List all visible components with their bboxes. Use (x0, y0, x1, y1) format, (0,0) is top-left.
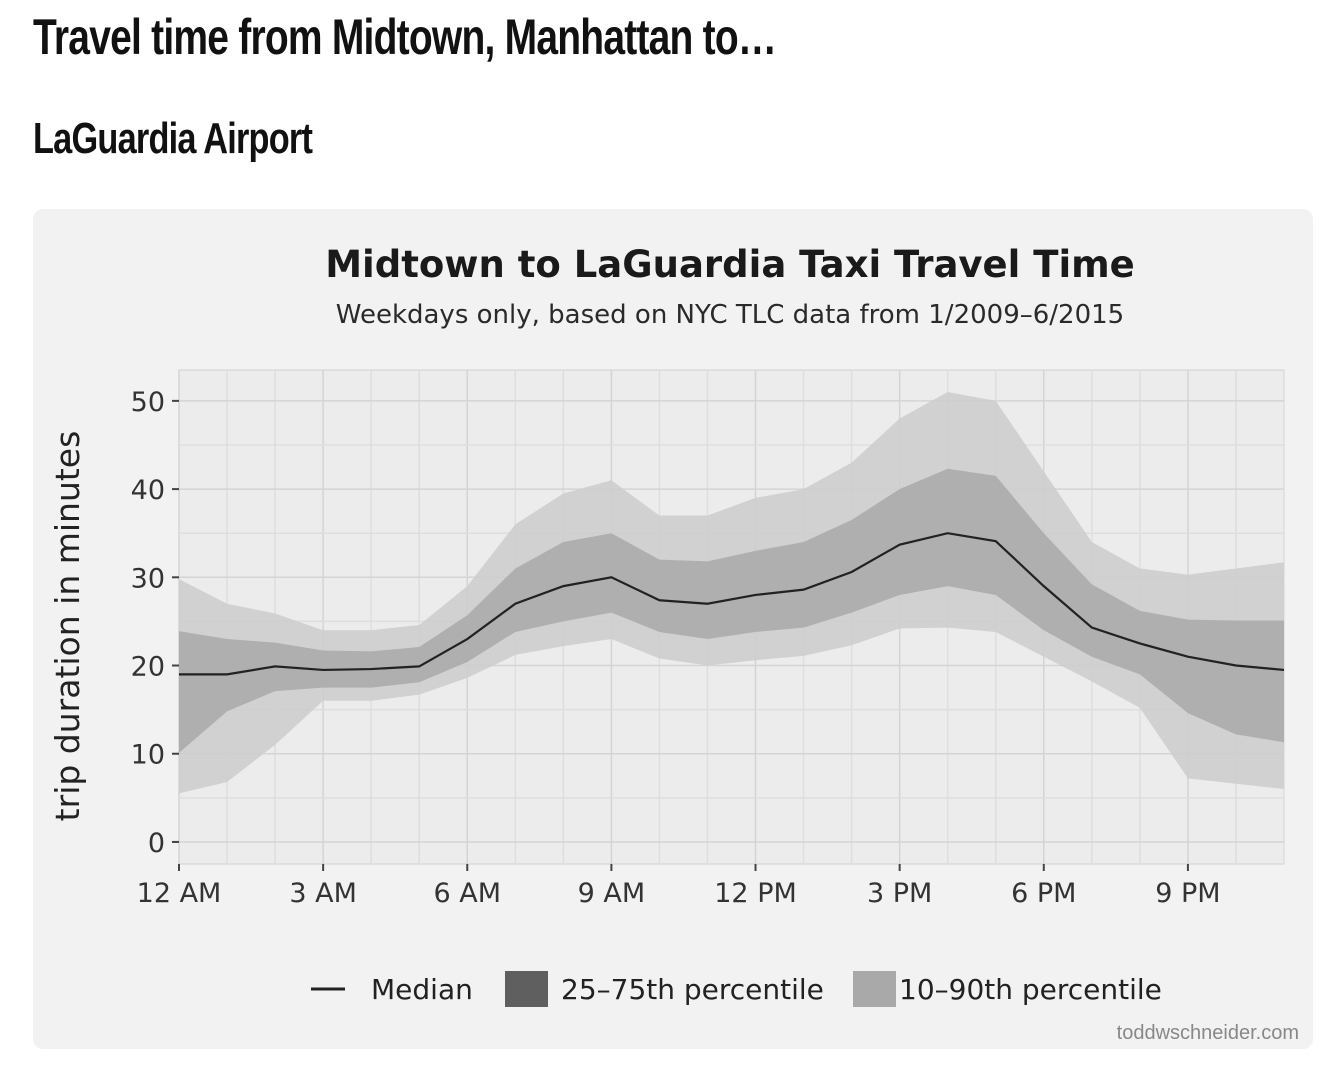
x-tick-label: 6 AM (433, 878, 501, 909)
chart-subtitle: Weekdays only, based on NYC TLC data fro… (336, 300, 1124, 330)
x-tick-label: 12 PM (714, 878, 797, 909)
chart: Midtown to LaGuardia Taxi Travel Time We… (48, 243, 1299, 1044)
x-tick-label: 9 PM (1155, 878, 1220, 909)
y-tick-label: 40 (131, 475, 165, 506)
median-line (179, 532, 1285, 676)
legend: Median 25–75th percentile 10–90th percenti… (311, 971, 1162, 1007)
legend-swatch (505, 971, 548, 1007)
legend-swatch (853, 971, 896, 1007)
y-tick-label: 10 (131, 740, 165, 771)
chart-card: Midtown to LaGuardia Taxi Travel Time We… (33, 209, 1313, 1049)
x-tick-label: 9 AM (578, 878, 646, 909)
page-heading: Travel time from Midtown, Manhattan to… (33, 9, 777, 65)
y-tick-label: 30 (131, 563, 165, 594)
y-tick-label: 0 (148, 828, 165, 859)
median-line-layer (179, 532, 1285, 676)
y-axis: 0 10 20 30 40 50 (131, 387, 179, 859)
x-tick-label: 12 AM (137, 878, 222, 909)
x-tick-label: 6 PM (1011, 878, 1076, 909)
legend-label: 10–90th percentile (899, 973, 1162, 1006)
y-tick-label: 20 (131, 652, 165, 683)
legend-label: Median (371, 973, 473, 1006)
y-tick-label: 50 (131, 387, 165, 418)
x-tick-label: 3 AM (289, 878, 357, 909)
chart-title: Midtown to LaGuardia Taxi Travel Time (325, 243, 1135, 286)
section-heading: LaGuardia Airport (33, 114, 313, 163)
legend-label: 25–75th percentile (561, 973, 824, 1006)
x-tick-label: 3 PM (867, 878, 932, 909)
credit-text: toddwschneider.com (1117, 1022, 1299, 1044)
x-axis: 12 AM 3 AM 6 AM 9 AM 12 PM 3 PM 6 PM 9 PM (137, 864, 1221, 909)
bands (179, 392, 1284, 794)
band-25-75 (179, 468, 1284, 753)
y-axis-label: trip duration in minutes (48, 431, 87, 822)
